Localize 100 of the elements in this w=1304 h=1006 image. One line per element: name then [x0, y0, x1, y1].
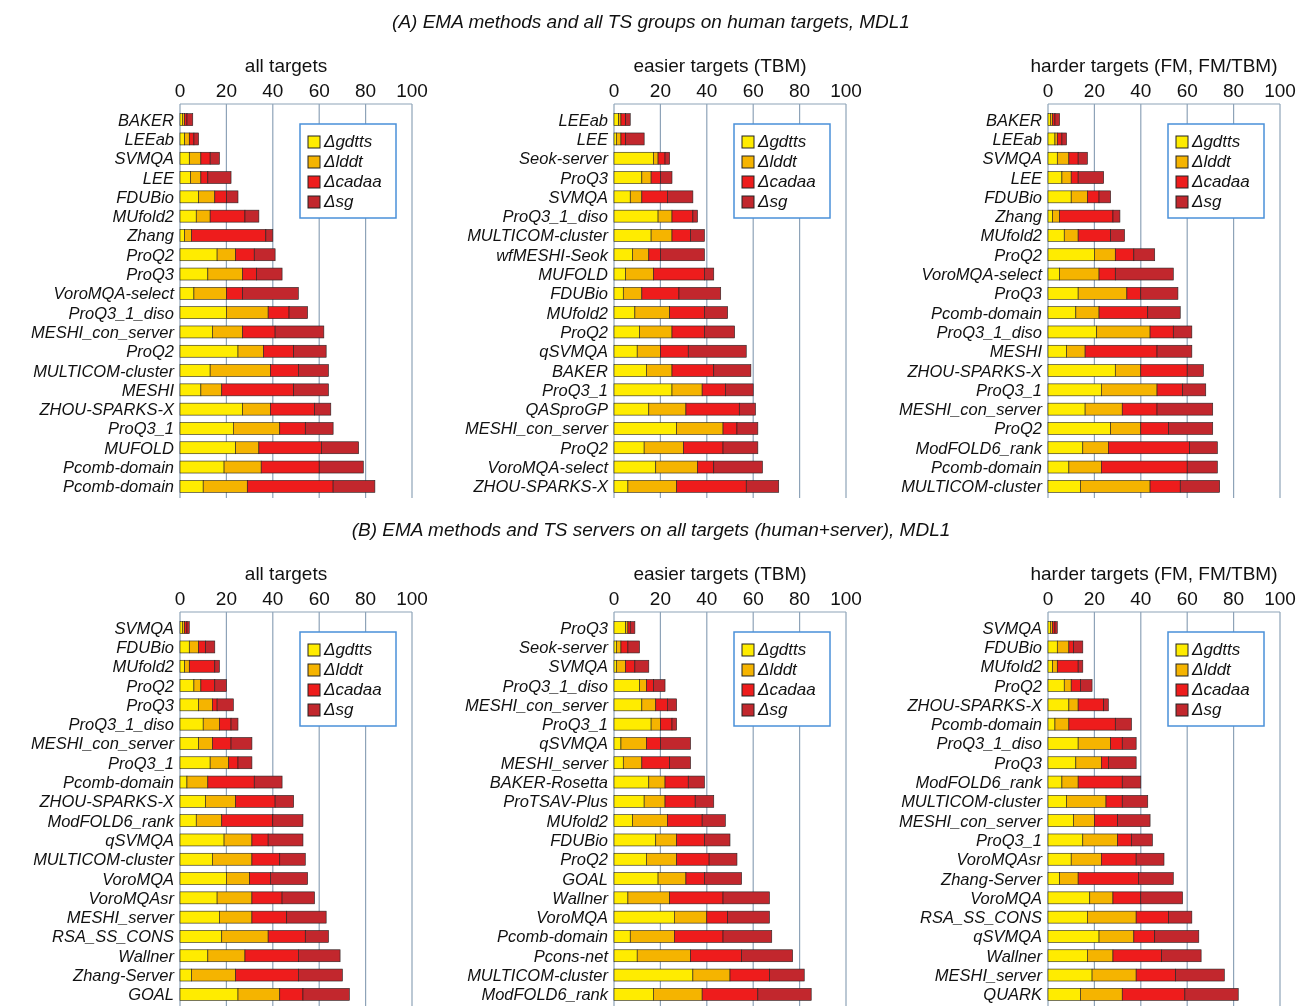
- y-tick-label: Wallner: [986, 946, 1044, 965]
- legend-label: Δsg: [1191, 700, 1222, 719]
- y-tick-label: wfMESHI-Seok: [496, 245, 609, 264]
- legend-label: Δgdtts: [1191, 640, 1241, 659]
- y-tick-label: MESHI_server: [500, 753, 610, 772]
- y-tick-label: MUfold2: [546, 303, 608, 322]
- y-tick-label: ProQ3_1: [541, 715, 608, 734]
- y-tick-label: Pcomb-domain: [63, 773, 174, 792]
- y-tick-label: MULTICOM-cluster: [33, 361, 176, 380]
- chart-title: harder targets (FM, FM/TBM): [1030, 563, 1278, 584]
- y-tick-label: ZHOU-SPARKS-X: [38, 400, 175, 419]
- y-tick-label: Pcons-net: [533, 946, 610, 965]
- y-tick-label: LEEab: [992, 129, 1042, 148]
- y-tick-label: ProQ2: [126, 676, 174, 695]
- y-tick-label: Wallner: [118, 946, 176, 965]
- y-tick-label: Pcomb-domain: [931, 303, 1042, 322]
- x-tick-label: 80: [789, 80, 811, 101]
- y-tick-label: MUfold2: [112, 207, 174, 226]
- chart-title: easier targets (TBM): [633, 55, 807, 76]
- y-tick-label: VoroMQA-select: [53, 284, 176, 303]
- y-tick-label: qSVMQA: [539, 342, 608, 361]
- y-tick-label: MESHI_con_server: [464, 695, 610, 714]
- y-tick-label: QASproGP: [525, 400, 608, 419]
- legend-label: Δsg: [323, 700, 354, 719]
- y-tick-label: Pcomb-domain: [63, 458, 174, 477]
- y-tick-label: BAKER: [986, 110, 1043, 129]
- x-tick-label: 0: [174, 588, 186, 609]
- y-tick-label: Zhang-Server: [940, 869, 1044, 888]
- y-tick-label: ProQ2: [560, 322, 608, 341]
- y-tick-label: MESHI_server: [66, 908, 176, 927]
- y-tick-label: FDUBio: [116, 187, 174, 206]
- bar: [193, 132, 199, 146]
- y-tick-label: FDUBio: [550, 830, 608, 849]
- legend-label: Δgdtts: [323, 640, 373, 659]
- y-tick-label: ProQ2: [560, 850, 608, 869]
- y-tick-label: MESHI_con_server: [898, 400, 1044, 419]
- legend-label: Δlddt: [1191, 660, 1233, 679]
- y-tick-label: ProQ2: [994, 245, 1042, 264]
- x-tick-label: 40: [696, 588, 718, 609]
- y-tick-label: SVMQA: [548, 187, 608, 206]
- y-tick-label: Seok-server: [519, 149, 610, 168]
- x-tick-label: 20: [649, 80, 671, 101]
- y-tick-label: LEEab: [558, 110, 608, 129]
- y-tick-label: ModFOLD6_rank: [915, 773, 1043, 792]
- y-tick-label: ProQ3_1: [107, 753, 174, 772]
- y-tick-label: MESHI_con_server: [30, 322, 176, 341]
- y-tick-label: ModFOLD6_rank: [47, 811, 175, 830]
- y-tick-label: SVMQA: [982, 618, 1042, 637]
- legend-label: Δsg: [757, 700, 788, 719]
- bar: [186, 113, 194, 126]
- bar: [1056, 659, 1079, 673]
- y-tick-label: BAKER: [552, 361, 609, 380]
- y-tick-label: ModFOLD6_rank: [481, 985, 609, 1004]
- x-tick-label: 40: [262, 80, 284, 101]
- y-tick-label: MESHI_con_server: [898, 811, 1044, 830]
- y-tick-label: QUARK: [983, 985, 1043, 1004]
- y-tick-label: MULTICOM-cluster: [467, 966, 610, 985]
- y-tick-label: MESHI: [121, 380, 175, 399]
- y-tick-label: VoroMQA-select: [487, 458, 610, 477]
- chart-title: all targets: [244, 55, 328, 76]
- legend-label: Δsg: [323, 192, 354, 211]
- bar: [179, 132, 185, 146]
- y-tick-label: FDUBio: [550, 284, 608, 303]
- y-tick-label: Pcomb-domain: [931, 458, 1042, 477]
- y-tick-label: VoroMQAsr: [956, 850, 1044, 869]
- y-tick-label: SVMQA: [114, 618, 174, 637]
- bar: [613, 132, 617, 146]
- y-tick-label: MUfold2: [980, 226, 1042, 245]
- chart-title: harder targets (FM, FM/TBM): [1030, 55, 1278, 76]
- y-tick-label: ProQ3_1: [975, 380, 1042, 399]
- y-tick-label: Zhang-Server: [72, 966, 176, 985]
- bar: [613, 113, 619, 126]
- y-tick-label: ProQ3: [560, 168, 609, 187]
- x-tick-label: 0: [1042, 80, 1054, 101]
- y-tick-label: Pcomb-domain: [931, 715, 1042, 734]
- y-tick-label: MULTICOM-cluster: [901, 792, 1044, 811]
- y-tick-label: ProQ3_1_diso: [502, 676, 608, 695]
- y-tick-label: ProQ3: [994, 284, 1043, 303]
- bar: [613, 621, 626, 634]
- legend-label: Δcadaa: [757, 680, 816, 699]
- y-tick-label: ProTSAV-Plus: [503, 792, 608, 811]
- x-tick-label: 80: [355, 588, 377, 609]
- y-tick-label: ProQ3_1: [975, 830, 1042, 849]
- legend-label: Δgdtts: [757, 640, 807, 659]
- x-tick-label: 100: [830, 588, 862, 609]
- legend-label: Δcadaa: [757, 172, 816, 191]
- x-tick-label: 60: [742, 588, 764, 609]
- x-tick-label: 60: [308, 80, 330, 101]
- y-tick-label: qSVMQA: [973, 927, 1042, 946]
- x-tick-label: 40: [1130, 80, 1152, 101]
- y-tick-label: LEEab: [124, 129, 174, 148]
- y-tick-label: MESHI_con_server: [464, 419, 610, 438]
- y-tick-label: LEE: [142, 168, 175, 187]
- bar: [629, 621, 636, 634]
- y-tick-label: MESHI_server: [934, 966, 1044, 985]
- y-tick-label: ModFOLD6_rank: [915, 438, 1043, 457]
- legend-label: Δsg: [757, 192, 788, 211]
- y-tick-label: GOAL: [562, 869, 608, 888]
- y-tick-label: RSA_SS_CONS: [52, 927, 174, 946]
- y-tick-label: ProQ3_1: [107, 419, 174, 438]
